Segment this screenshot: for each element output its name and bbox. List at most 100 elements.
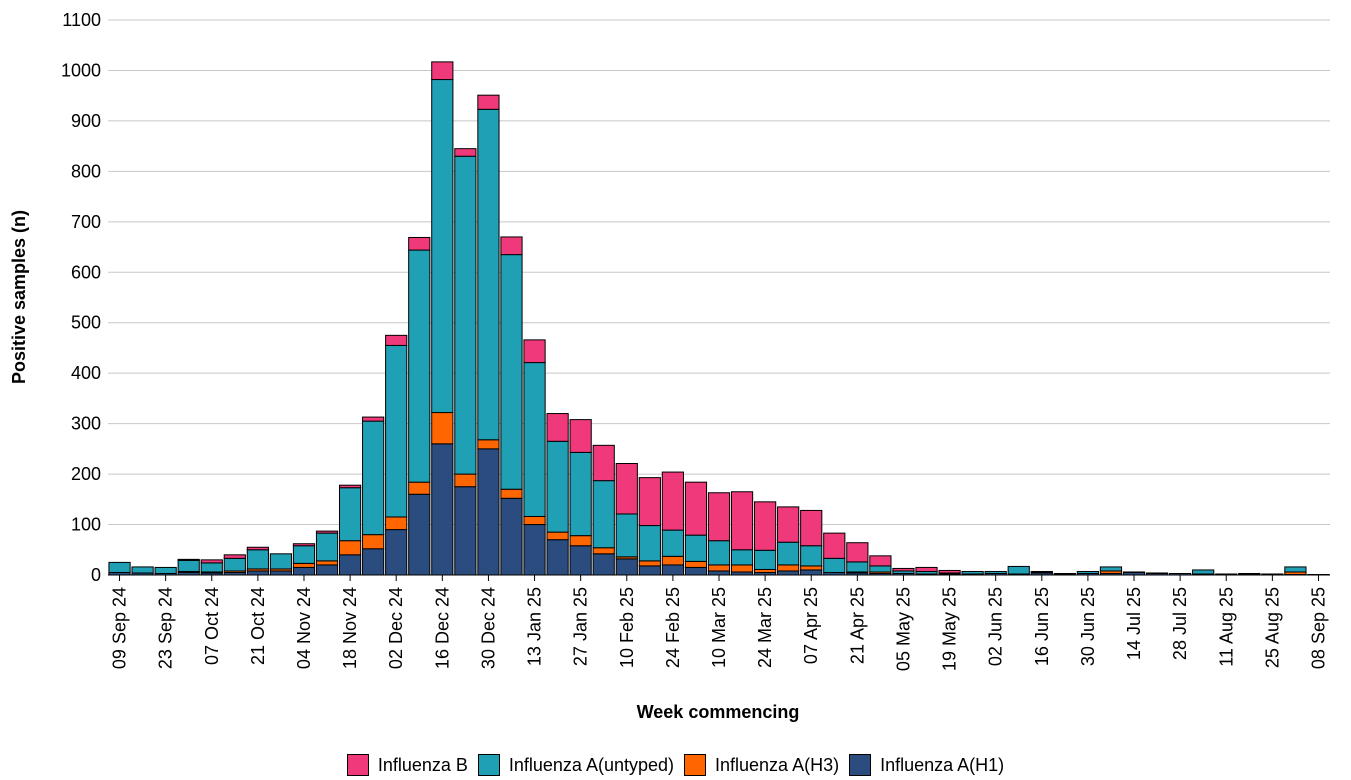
bar-segment xyxy=(800,509,823,547)
bar-segment xyxy=(315,530,339,534)
bar-segment xyxy=(615,513,638,558)
bar-segment xyxy=(385,344,408,518)
x-tick-label: 07 Apr 25 xyxy=(801,587,821,664)
bar-segment xyxy=(223,557,246,572)
bars xyxy=(108,61,1330,576)
bar-segment xyxy=(362,548,385,576)
legend-swatch-influenza-b xyxy=(346,754,369,776)
legend-label: Influenza B xyxy=(377,754,468,775)
x-tick-label: 28 Jul 25 xyxy=(1170,587,1190,660)
bar-segment xyxy=(385,516,408,531)
bar-segment xyxy=(592,444,615,482)
bar-segment xyxy=(477,108,500,441)
bar-segment xyxy=(1053,572,1076,575)
legend-swatch-influenza-a-untyped xyxy=(477,754,500,776)
bar-segment xyxy=(846,561,869,573)
bar-segment xyxy=(500,488,523,499)
y-axis-ticks: 0 100 200 300 400 500 600 700 800 900 1000 1100 xyxy=(61,10,101,585)
bar-segment xyxy=(1122,571,1146,573)
bar-segment xyxy=(777,570,800,576)
bar-segment xyxy=(1145,572,1169,574)
x-tick-label: 23 Sep 24 xyxy=(156,587,176,669)
y-tick-label: 1100 xyxy=(62,10,101,30)
x-tick-label: 30 Dec 24 xyxy=(478,587,498,669)
x-tick-label: 02 Jun 25 xyxy=(986,587,1006,666)
x-tick-label: 10 Feb 25 xyxy=(617,587,637,668)
bar-segment xyxy=(131,566,154,574)
bar-segment xyxy=(707,540,731,566)
bar-segment xyxy=(730,491,754,551)
bar-segment xyxy=(1007,565,1030,575)
bar-segment xyxy=(684,566,708,576)
x-tick-label: 18 Nov 24 xyxy=(340,587,360,669)
y-tick-label: 100 xyxy=(71,515,101,535)
bar-segment xyxy=(661,564,684,576)
bar-segment xyxy=(569,419,592,453)
bar-segment xyxy=(362,534,385,550)
bar-segment xyxy=(408,249,431,483)
y-tick-label: 700 xyxy=(71,212,101,232)
bar-segment xyxy=(961,570,984,575)
bar-segment xyxy=(615,558,638,576)
bar-segment xyxy=(200,562,223,573)
bar-segment xyxy=(454,155,477,475)
x-tick-label: 14 Jul 25 xyxy=(1124,587,1144,660)
bar-segment xyxy=(546,440,569,533)
x-tick-label: 19 May 25 xyxy=(940,587,960,671)
bar-segment xyxy=(569,535,592,547)
bar-segment xyxy=(892,567,915,572)
bar-segment xyxy=(915,566,938,572)
bar-segment xyxy=(454,148,477,157)
bar-segment xyxy=(638,477,661,527)
stacked-bar-chart: 0 100 200 300 400 500 600 700 800 900 1000 1100 09 … xyxy=(9,10,1330,722)
bar-segment xyxy=(1030,570,1053,573)
y-tick-label: 400 xyxy=(71,363,101,383)
bar-segment xyxy=(546,539,569,576)
y-tick-label: 600 xyxy=(71,262,101,282)
bar-segment xyxy=(315,532,339,562)
bar-segment xyxy=(869,565,892,573)
x-tick-label: 08 Sep 25 xyxy=(1308,587,1328,669)
bar-segment xyxy=(661,529,684,557)
x-tick-label: 09 Sep 24 xyxy=(110,587,130,669)
bar-segment xyxy=(823,557,846,573)
bar-segment xyxy=(108,561,131,573)
bar-segment xyxy=(292,545,316,564)
bar-segment xyxy=(431,443,454,576)
legend-label: Influenza A(untyped) xyxy=(508,754,675,775)
bar-segment xyxy=(292,543,316,547)
x-tick-label: 21 Apr 25 xyxy=(847,587,867,664)
x-tick-label: 25 Aug 25 xyxy=(1262,587,1282,668)
bar-segment xyxy=(1099,566,1123,572)
legend-item-influenza-a-h1: Influenza A(H1) xyxy=(849,754,1004,776)
x-tick-label: 10 Mar 25 xyxy=(709,587,729,668)
bar-segment xyxy=(431,61,454,81)
bar-segment xyxy=(823,532,846,559)
x-axis-title: Week commencing xyxy=(637,702,800,722)
bar-segment xyxy=(385,334,408,346)
bar-segment xyxy=(362,420,385,536)
y-tick-label: 900 xyxy=(71,111,101,131)
x-tick-label: 30 Jun 25 xyxy=(1078,587,1098,666)
bar-segment xyxy=(177,558,200,561)
bar-segment xyxy=(246,549,269,570)
bar-segment xyxy=(754,501,777,551)
bar-segment xyxy=(269,570,293,576)
bar-segment xyxy=(223,554,246,559)
legend-item-influenza-a-untyped: Influenza A(untyped) xyxy=(477,754,675,776)
y-tick-label: 1000 xyxy=(61,60,101,80)
bar-segment xyxy=(408,236,431,251)
x-tick-label: 27 Jan 25 xyxy=(571,587,591,666)
bar-segment xyxy=(984,570,1007,574)
bar-segment xyxy=(546,413,569,442)
bar-segment xyxy=(707,492,731,542)
bar-segment xyxy=(592,553,615,576)
x-tick-label: 02 Dec 24 xyxy=(386,587,406,669)
bar-segment xyxy=(523,339,546,364)
bar-segment xyxy=(454,473,477,488)
bar-segment xyxy=(869,555,892,567)
legend-label: Influenza A(H3) xyxy=(715,754,840,775)
bar-segment xyxy=(707,564,731,572)
bar-segment xyxy=(569,451,592,537)
bar-segment xyxy=(777,564,800,572)
